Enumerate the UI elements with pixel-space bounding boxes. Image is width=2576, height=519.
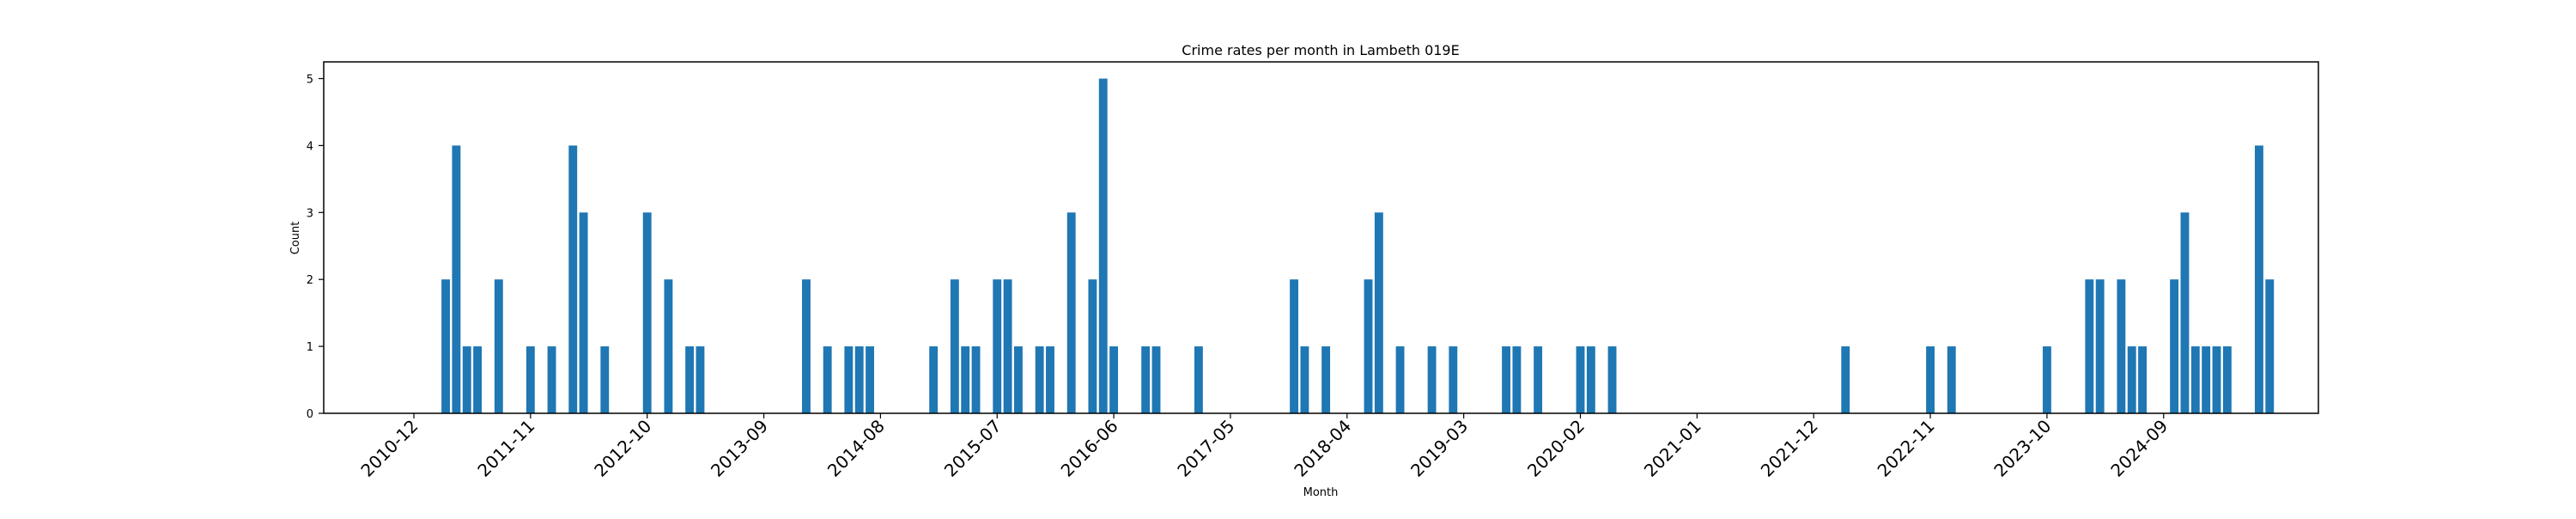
bar (1841, 346, 1850, 413)
bar (1109, 346, 1119, 413)
y-tick-label: 0 (307, 408, 313, 421)
bar (1141, 346, 1151, 413)
y-axis-label: Count (289, 222, 302, 255)
plot-frame (323, 61, 2319, 414)
bar (1947, 346, 1956, 413)
bar (1321, 346, 1331, 413)
bar (1300, 346, 1309, 413)
bar (462, 346, 471, 413)
bar (1364, 279, 1373, 413)
bar (664, 279, 673, 413)
bar (2222, 346, 2232, 413)
bar (929, 346, 939, 413)
y-tick-label: 2 (307, 274, 313, 287)
x-axis-label: Month (1303, 486, 1339, 499)
bar (2117, 279, 2126, 413)
bar (2180, 212, 2190, 413)
bar (1003, 279, 1012, 413)
bar (1395, 346, 1405, 413)
bar (1098, 78, 1108, 413)
bar (1151, 346, 1161, 413)
bar (2254, 145, 2263, 413)
y-tick-label: 4 (307, 140, 313, 153)
bar (526, 346, 535, 413)
bar (1194, 346, 1203, 413)
bar (2202, 346, 2211, 413)
bar (2170, 279, 2179, 413)
bar (494, 279, 503, 413)
bar (866, 346, 874, 413)
bar (854, 346, 864, 413)
chart-title: Crime rates per month in Lambeth 019E (1182, 42, 1459, 58)
bar (2085, 279, 2094, 413)
bar (1607, 346, 1617, 413)
bar (2042, 346, 2051, 413)
bar (1502, 346, 1510, 413)
bar (1066, 212, 1076, 413)
y-tick-label: 5 (307, 73, 313, 86)
bar (1534, 346, 1543, 413)
bar (579, 212, 588, 413)
bar (473, 346, 483, 413)
bar (600, 346, 610, 413)
bar (1576, 346, 1585, 413)
bar (1427, 346, 1437, 413)
bar (642, 212, 652, 413)
bar (2127, 346, 2136, 413)
bar (2095, 279, 2105, 413)
bar (844, 346, 854, 413)
bar (823, 346, 832, 413)
bar (2265, 279, 2275, 413)
bar (547, 346, 556, 413)
bar (696, 346, 705, 413)
bar (1374, 212, 1383, 413)
bar (1046, 346, 1054, 413)
bar (2190, 346, 2200, 413)
bar-series (441, 78, 2275, 413)
bar (2138, 346, 2147, 413)
y-tick-label: 3 (307, 207, 313, 220)
bar (1088, 279, 1097, 413)
y-axis: 0 1 2 3 4 5 (307, 73, 324, 421)
bar (568, 145, 578, 413)
bar (685, 346, 695, 413)
bar (1512, 346, 1522, 413)
bar (1035, 346, 1044, 413)
bar (1926, 346, 1935, 413)
bar (961, 346, 970, 413)
bar (1290, 279, 1298, 413)
bar (802, 279, 811, 413)
bar (452, 145, 461, 413)
bar (1014, 346, 1023, 413)
bar (950, 279, 959, 413)
bar (971, 346, 981, 413)
bar (441, 279, 450, 413)
bar (993, 279, 1002, 413)
bar (2212, 346, 2221, 413)
y-tick-label: 1 (307, 341, 313, 354)
bar (1586, 346, 1595, 413)
bar (1449, 346, 1458, 413)
